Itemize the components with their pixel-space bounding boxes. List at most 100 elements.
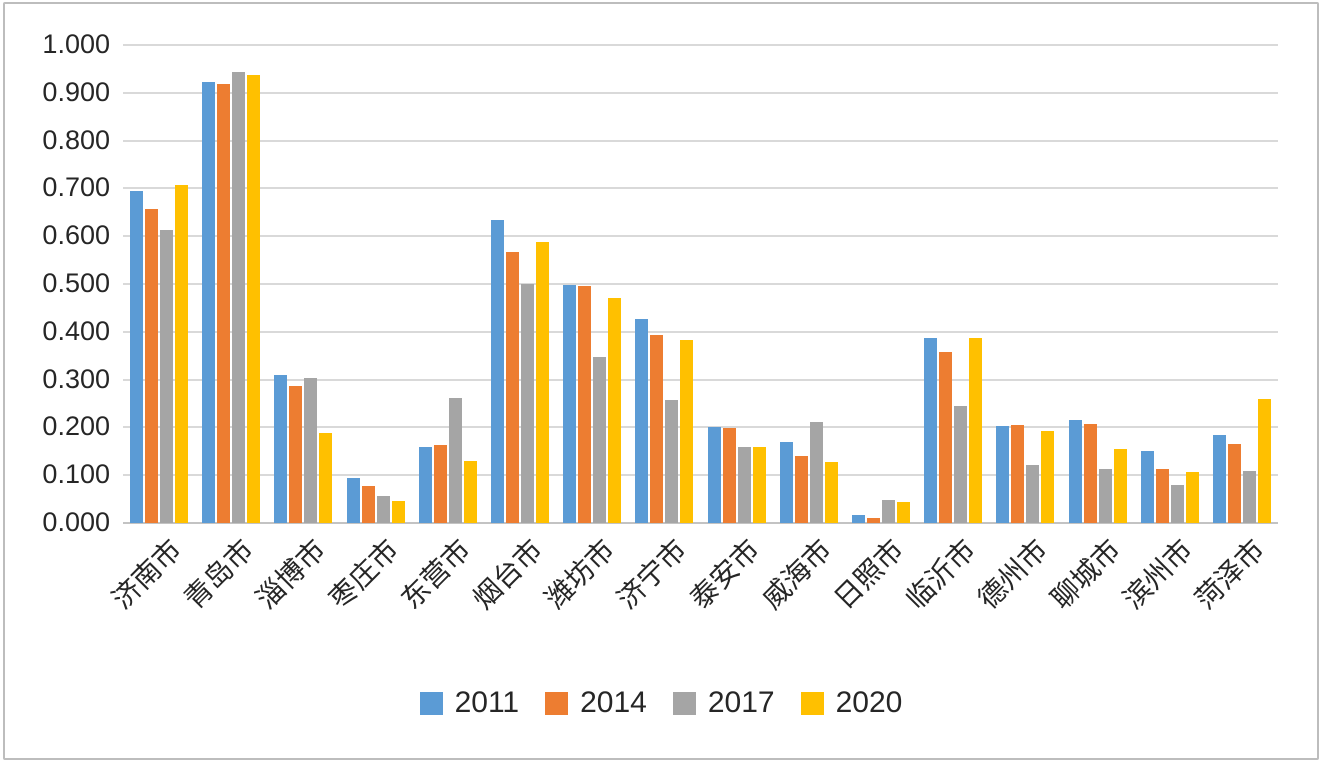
bar-2011-日照市 [852, 515, 865, 523]
legend-item-2020: 2020 [800, 686, 903, 719]
y-axis-tick-label: 0.200 [42, 411, 110, 442]
bar-2020-潍坊市 [608, 298, 621, 523]
plot-area [123, 44, 1278, 524]
bar-2020-淄博市 [319, 433, 332, 523]
bar-2020-聊城市 [1114, 449, 1127, 523]
bar-2011-滨州市 [1141, 451, 1154, 523]
gridline [123, 139, 1278, 142]
x-axis-category-label: 济南市 [106, 533, 188, 615]
x-axis-category-label: 临沂市 [900, 533, 982, 615]
x-axis-category-label: 滨州市 [1116, 533, 1199, 615]
y-axis-tick-label: 0.500 [42, 268, 110, 298]
gridline [123, 426, 1278, 429]
bar-2011-东营市 [419, 447, 432, 523]
legend-swatch-2014 [545, 691, 569, 715]
legend-swatch-2017 [672, 691, 696, 715]
bar-2020-威海市 [825, 462, 838, 523]
gridline [123, 235, 1278, 238]
x-axis-category-label: 淄博市 [250, 533, 332, 615]
bar-2011-临沂市 [924, 338, 937, 523]
x-axis-category-label: 东营市 [395, 533, 477, 615]
bar-2020-青岛市 [247, 75, 260, 523]
legend-item-2011: 2011 [419, 686, 520, 719]
bar-2014-济南市 [145, 209, 158, 523]
y-axis-tick-label: 0.700 [42, 172, 110, 203]
legend-label-2014: 2014 [580, 686, 647, 719]
bar-2014-泰安市 [723, 428, 736, 523]
bar-2017-青岛市 [232, 72, 245, 523]
bar-2014-日照市 [867, 518, 880, 523]
x-axis-category-label: 济宁市 [611, 533, 693, 615]
legend-label-2017: 2017 [707, 686, 775, 719]
bar-2017-潍坊市 [593, 357, 606, 523]
bar-2011-潍坊市 [563, 285, 576, 523]
x-axis-line [123, 522, 1278, 524]
bar-2011-烟台市 [491, 220, 504, 523]
bar-2020-临沂市 [969, 338, 982, 523]
bar-2011-菏泽市 [1213, 435, 1226, 523]
bar-2020-济宁市 [680, 340, 693, 523]
x-axis-category-label: 枣庄市 [322, 533, 405, 615]
gridline [123, 330, 1278, 333]
bar-2017-济宁市 [665, 400, 678, 523]
legend: 2011 2014 2017 2020 [0, 688, 1322, 718]
bar-2011-济宁市 [635, 319, 648, 523]
bar-2020-济南市 [175, 185, 188, 523]
bar-2020-滨州市 [1186, 472, 1199, 523]
x-axis-category-label: 德州市 [972, 533, 1054, 615]
bar-2017-淄博市 [304, 378, 317, 523]
y-axis-tick-label: 1.000 [42, 29, 110, 59]
x-axis-category-label: 日照市 [828, 533, 910, 615]
y-axis-tick-label: 0.400 [42, 315, 110, 346]
x-axis-category-label: 聊城市 [1044, 533, 1127, 615]
bar-2014-青岛市 [217, 84, 230, 523]
bar-2017-济南市 [160, 230, 173, 523]
bar-2017-临沂市 [954, 406, 967, 523]
bar-2011-淄博市 [274, 375, 287, 523]
x-axis-category-label: 威海市 [755, 533, 838, 615]
bar-2017-威海市 [810, 422, 823, 523]
bar-2014-东营市 [434, 445, 447, 523]
bar-2014-聊城市 [1084, 424, 1097, 523]
bar-2017-菏泽市 [1243, 471, 1256, 523]
bar-2014-临沂市 [939, 352, 952, 523]
y-axis-tick-label: 0.300 [42, 363, 110, 394]
legend-item-2017: 2017 [672, 686, 775, 719]
legend-label-2011: 2011 [454, 686, 520, 719]
bar-2020-东营市 [464, 461, 477, 523]
y-axis-tick-label: 0.600 [42, 220, 110, 251]
x-axis-category-label: 潍坊市 [539, 533, 621, 615]
bar-2020-烟台市 [536, 242, 549, 523]
bar-2020-菏泽市 [1258, 399, 1271, 523]
x-axis-category-label: 菏泽市 [1189, 533, 1271, 615]
y-axis-tick-label: 0.100 [42, 459, 110, 490]
bar-2017-泰安市 [738, 447, 751, 523]
gridline [123, 44, 1278, 46]
bar-2017-枣庄市 [377, 496, 390, 523]
bar-2011-枣庄市 [347, 478, 360, 523]
gridline [123, 283, 1278, 285]
legend-label-2020: 2020 [835, 686, 903, 719]
legend-swatch-2020 [800, 691, 824, 715]
bar-2011-青岛市 [202, 82, 215, 523]
y-axis-tick-label: 0.900 [42, 76, 110, 107]
bar-2014-威海市 [795, 456, 808, 523]
bar-2020-德州市 [1041, 431, 1054, 523]
bar-2020-枣庄市 [392, 501, 405, 523]
y-axis-tick-label: 0.800 [42, 124, 110, 155]
bar-2014-德州市 [1011, 425, 1024, 523]
bar-2017-滨州市 [1171, 485, 1184, 523]
legend-swatch-2011 [419, 691, 443, 715]
x-axis-category-label: 青岛市 [178, 533, 260, 615]
bar-2020-日照市 [897, 502, 910, 523]
bar-2017-德州市 [1026, 465, 1039, 523]
bar-2011-德州市 [996, 426, 1009, 523]
bar-2014-潍坊市 [578, 286, 591, 523]
bar-2017-聊城市 [1099, 469, 1112, 523]
bar-2011-济南市 [130, 191, 143, 523]
bar-2014-淄博市 [289, 386, 302, 523]
bar-2014-枣庄市 [362, 486, 375, 523]
gridline [123, 474, 1278, 477]
x-axis-category-label: 烟台市 [467, 533, 549, 615]
